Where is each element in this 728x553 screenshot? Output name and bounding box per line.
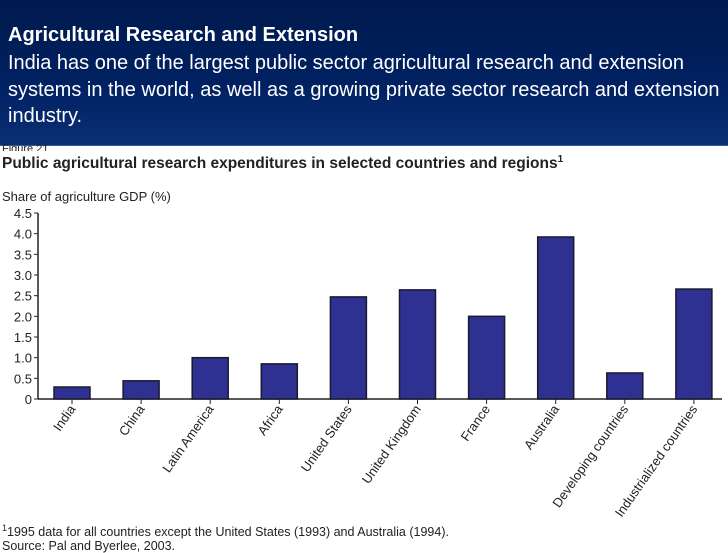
y-tick-label: 2.5 <box>14 289 32 304</box>
bar-united-kingdom <box>398 289 437 400</box>
y-tick-label: 0.5 <box>14 371 32 386</box>
x-tick-label: India <box>50 401 79 433</box>
x-tick-label: Africa <box>254 401 286 437</box>
footnote-mark: 1 <box>2 523 8 533</box>
bar-australia <box>536 236 575 400</box>
banner-text: India has one of the largest public sect… <box>8 52 720 127</box>
chart-title-text: Public agricultural research expenditure… <box>2 155 558 173</box>
bar-china <box>122 380 160 400</box>
x-tick-label: Australia <box>521 401 563 452</box>
y-tick-label: 4.5 <box>14 206 32 221</box>
y-axis-label: Share of agriculture GDP (%) <box>2 189 171 204</box>
x-tick-label: France <box>458 402 493 444</box>
footnote-source: Source: Pal and Byerlee, 2003. <box>2 539 176 553</box>
y-tick-label: 4.0 <box>14 227 32 242</box>
bar-latin-america <box>191 356 229 400</box>
bar-industrialized-countries <box>675 288 713 400</box>
y-tick-label: 2.0 <box>14 309 32 324</box>
bar-united-states <box>329 296 368 400</box>
bar-africa <box>260 363 299 400</box>
x-tick-label: United Kingdom <box>359 402 424 486</box>
y-tick-label: 0 <box>25 392 32 407</box>
banner-heading: Agricultural Research and Extension <box>8 24 359 46</box>
chart-title: Public agricultural research expenditure… <box>2 151 702 172</box>
x-tick-label: Latin America <box>159 401 217 475</box>
title-footnote-mark: 1 <box>557 154 564 165</box>
y-tick-label: 1.0 <box>14 351 32 366</box>
x-tick-label: Developing countries <box>549 402 631 510</box>
y-tick-label: 3.5 <box>14 247 32 262</box>
bar-developing-countries <box>606 372 644 400</box>
footnote: 11995 data for all countries except the … <box>2 521 449 553</box>
figure-label: Figure 21 <box>2 143 49 151</box>
x-tick-label: China <box>116 401 148 438</box>
bar-india <box>53 386 91 400</box>
bar-france <box>467 315 506 400</box>
header-banner: Agricultural Research and Extension Indi… <box>0 0 728 146</box>
y-tick-label: 1.5 <box>14 330 32 345</box>
footnote-note: 1995 data for all countries except the U… <box>7 525 449 540</box>
x-tick-label: United States <box>298 402 355 475</box>
y-tick-label: 3.0 <box>14 268 32 283</box>
